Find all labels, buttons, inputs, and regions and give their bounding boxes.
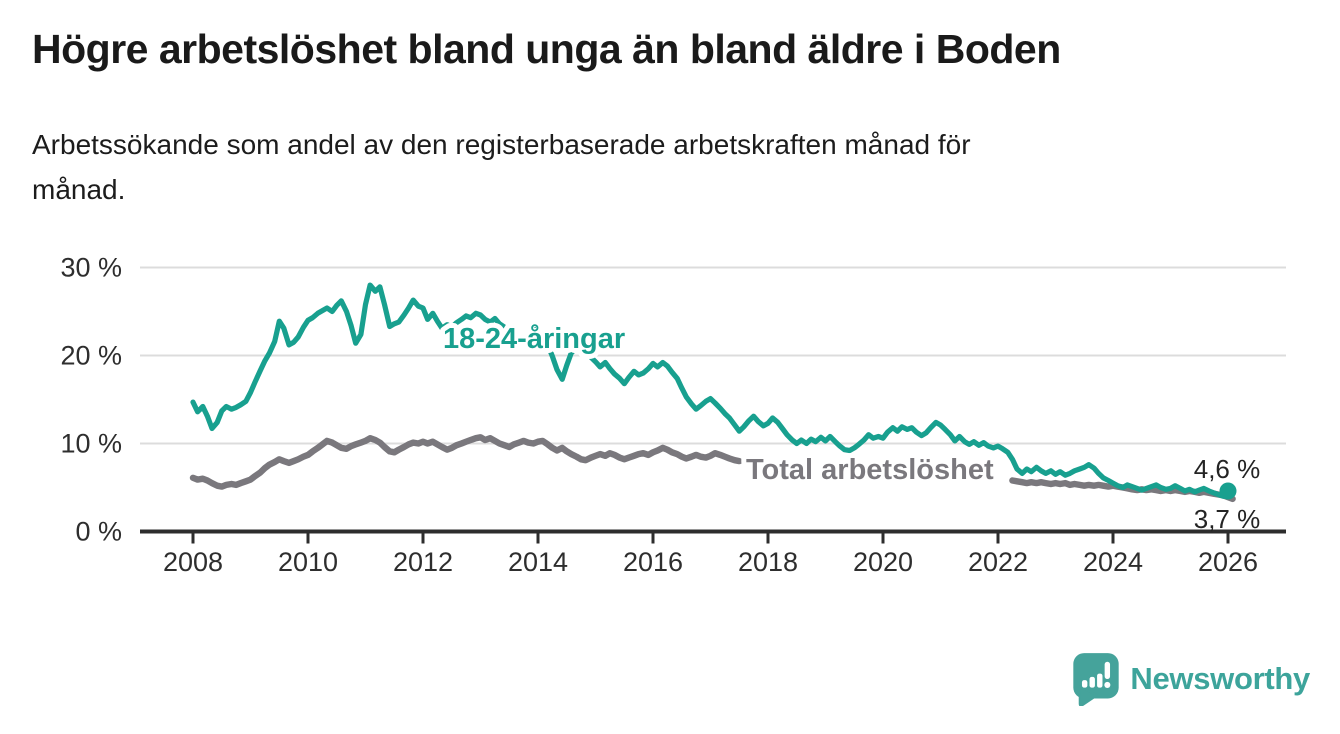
x-tick-label: 2016 (623, 547, 683, 577)
x-tick-label: 2018 (738, 547, 798, 577)
x-tick-label: 2026 (1198, 547, 1258, 577)
newsworthy-logo: Newsworthy (1072, 652, 1310, 706)
series-line-total (189, 434, 743, 490)
chart-subtitle: Arbetssökande som andel av den registerb… (32, 122, 971, 212)
x-tick-label: 2008 (163, 547, 223, 577)
chart-title: Högre arbetslöshet bland unga än bland ä… (32, 26, 1061, 72)
series-label-total: Total arbetslöshet (746, 454, 994, 486)
x-tick-label: 2010 (278, 547, 338, 577)
end-value-label-total: 3,7 % (1194, 504, 1261, 534)
y-tick-label: 10 % (60, 429, 122, 459)
chart-subtitle-line1: Arbetssökande som andel av den registerb… (32, 129, 971, 160)
newsworthy-wordmark: Newsworthy (1130, 661, 1310, 696)
x-tick-label: 2012 (393, 547, 453, 577)
x-tick-label: 2020 (853, 547, 913, 577)
x-tick-label: 2014 (508, 547, 568, 577)
chart-subtitle-line2: månad. (32, 174, 126, 205)
latest-point-dot (1219, 482, 1237, 500)
series-line-youth (190, 282, 1231, 499)
newsworthy-icon (1073, 653, 1120, 706)
end-value-label-youth: 4,6 % (1194, 454, 1261, 484)
x-tick-label: 2022 (968, 547, 1028, 577)
series-label-youth: 18-24-åringar (443, 323, 625, 355)
y-tick-label: 30 % (60, 253, 122, 283)
x-tick-label: 2024 (1083, 547, 1143, 577)
y-tick-label: 0 % (75, 517, 122, 547)
y-tick-label: 20 % (60, 341, 122, 371)
